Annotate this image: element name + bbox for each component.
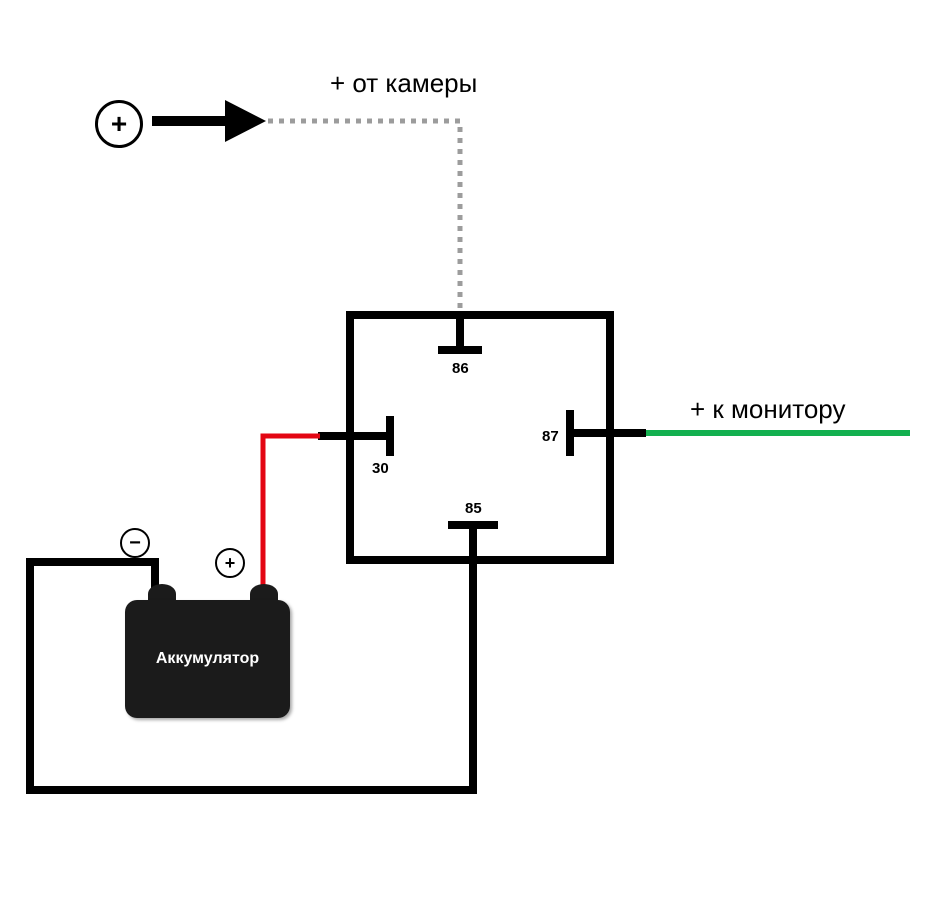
battery-minus-sign: −	[120, 528, 150, 558]
battery-label: Аккумулятор	[156, 650, 259, 668]
wiring-diagram: + + от камеры 86 85 30 87	[0, 0, 926, 914]
battery-body: Аккумулятор	[125, 600, 290, 718]
ground-wire	[0, 0, 926, 914]
battery-plus-sign: +	[215, 548, 245, 578]
